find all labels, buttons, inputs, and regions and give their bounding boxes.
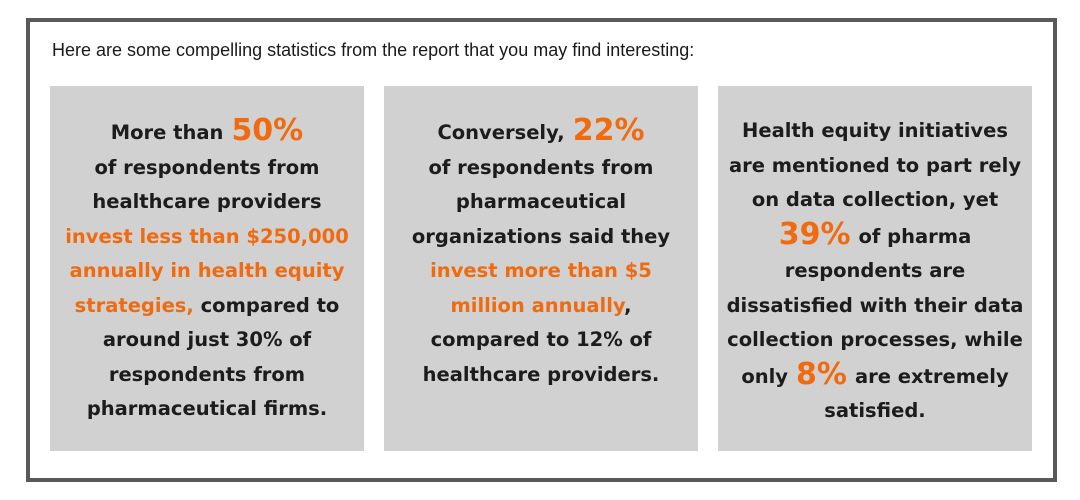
card1-prefix: More than bbox=[110, 121, 224, 144]
card1-line7: around just 30% of bbox=[102, 328, 312, 351]
card3-line1: Health equity initiatives bbox=[742, 119, 1008, 142]
card1-line1: More than 50% bbox=[110, 113, 304, 151]
card2-prefix: Conversely, bbox=[437, 121, 565, 144]
card3-line2: are mentioned to part rely bbox=[728, 153, 1022, 177]
card3-line7: collection processes, while bbox=[727, 328, 1023, 351]
card3-line3: on data collection, yet bbox=[751, 188, 999, 211]
card2-line7: compared to 12% of bbox=[430, 328, 652, 351]
card2-line6-highlight: million annually bbox=[450, 293, 625, 317]
card2-line8: healthcare providers. bbox=[422, 362, 660, 386]
card3-line8: only 8% are extremely bbox=[741, 356, 1009, 395]
card1-line4: invest less than $250,000 bbox=[65, 224, 349, 248]
card1-line2: of respondents from bbox=[94, 155, 320, 179]
stat-card-pharma-investment: Conversely, 22% of respondents from pharm… bbox=[384, 86, 698, 451]
card1-line3: healthcare providers bbox=[92, 190, 322, 213]
card2-line5: invest more than $5 bbox=[430, 259, 652, 282]
card2-line3: pharmaceutical bbox=[455, 190, 627, 213]
card3-line8-prefix: only bbox=[741, 364, 789, 388]
card1-line6: strategies, compared to bbox=[75, 289, 340, 324]
card1-line8: respondents from bbox=[108, 362, 306, 386]
card3-line9: satisfied. bbox=[824, 399, 926, 422]
statistics-frame: Here are some compelling statistics from… bbox=[26, 18, 1057, 482]
card1-line6-highlight: strategies, bbox=[74, 293, 194, 317]
card1-line9: pharmaceutical firms. bbox=[86, 397, 328, 420]
card2-line6: million annually, bbox=[450, 289, 631, 324]
card3-stat: 39% bbox=[778, 216, 851, 252]
stat-card-healthcare: More than 50% of respondents from healthc… bbox=[50, 86, 364, 451]
card3-line6: dissatisfied with their data bbox=[726, 293, 1024, 317]
card2-line1: Conversely, 22% bbox=[437, 113, 645, 151]
stat-card-data-collection: Health equity initiatives are mentioned … bbox=[718, 86, 1032, 451]
intro-text: Here are some compelling statistics from… bbox=[52, 40, 695, 60]
card3-line4: 39% of pharma bbox=[778, 216, 972, 255]
card3-line5: respondents are bbox=[784, 259, 966, 282]
card2-line6-rest: , bbox=[624, 293, 632, 317]
card2-line2: of respondents from bbox=[428, 155, 654, 179]
card3-stat2: 8% bbox=[796, 356, 847, 392]
card1-stat: 50% bbox=[231, 113, 304, 148]
card3-line8-rest: are extremely bbox=[854, 364, 1009, 388]
card2-line4: organizations said they bbox=[411, 224, 671, 248]
card1-line6-rest: compared to bbox=[200, 293, 340, 317]
card1-line5: annually in health equity bbox=[69, 259, 345, 282]
card2-stat: 22% bbox=[572, 113, 645, 148]
card3-line4-rest: of pharma bbox=[858, 224, 972, 248]
